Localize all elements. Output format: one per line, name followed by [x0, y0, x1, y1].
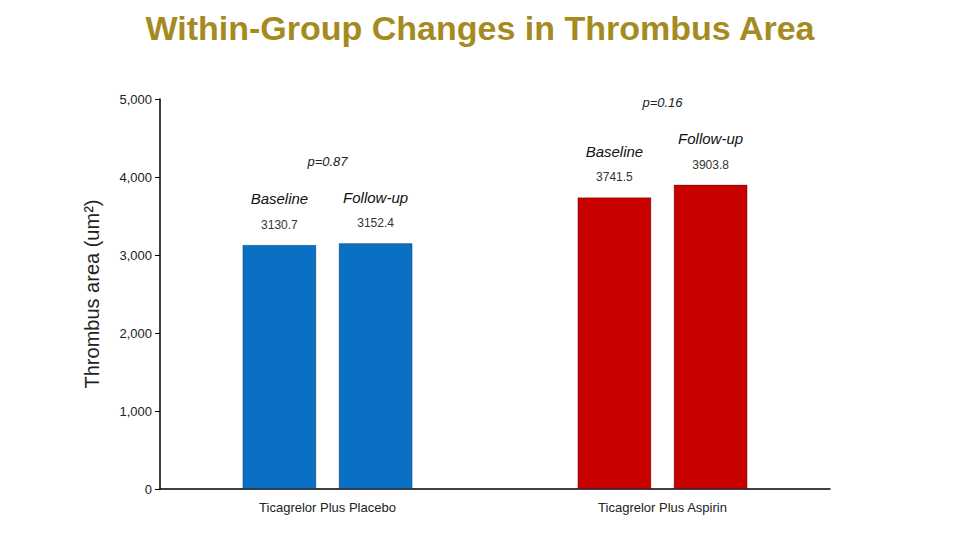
svg-text:Ticagrelor Plus Aspirin: Ticagrelor Plus Aspirin — [598, 500, 727, 515]
svg-text:0: 0 — [145, 482, 152, 497]
svg-text:4,000: 4,000 — [119, 170, 152, 185]
svg-text:Within-Group Changes in Thromb: Within-Group Changes in Thrombus Area — [146, 9, 816, 47]
svg-text:1,000: 1,000 — [119, 404, 152, 419]
svg-text:Follow-up: Follow-up — [343, 189, 408, 206]
svg-text:Follow-up: Follow-up — [678, 130, 743, 147]
svg-text:2,000: 2,000 — [119, 326, 152, 341]
svg-text:3903.8: 3903.8 — [692, 158, 729, 172]
svg-text:5,000: 5,000 — [119, 92, 152, 107]
svg-text:Baseline: Baseline — [251, 190, 309, 207]
svg-text:3,000: 3,000 — [119, 248, 152, 263]
svg-text:3741.5: 3741.5 — [596, 170, 633, 184]
svg-text:Baseline: Baseline — [586, 143, 644, 160]
svg-text:3152.4: 3152.4 — [357, 216, 394, 230]
svg-text:3130.7: 3130.7 — [261, 218, 298, 232]
svg-text:p=0.16: p=0.16 — [641, 95, 683, 110]
svg-text:p=0.87: p=0.87 — [306, 154, 348, 169]
svg-text:Thrombus area (um²): Thrombus area (um²) — [81, 200, 103, 389]
svg-text:Ticagrelor Plus Placebo: Ticagrelor Plus Placebo — [259, 500, 396, 515]
